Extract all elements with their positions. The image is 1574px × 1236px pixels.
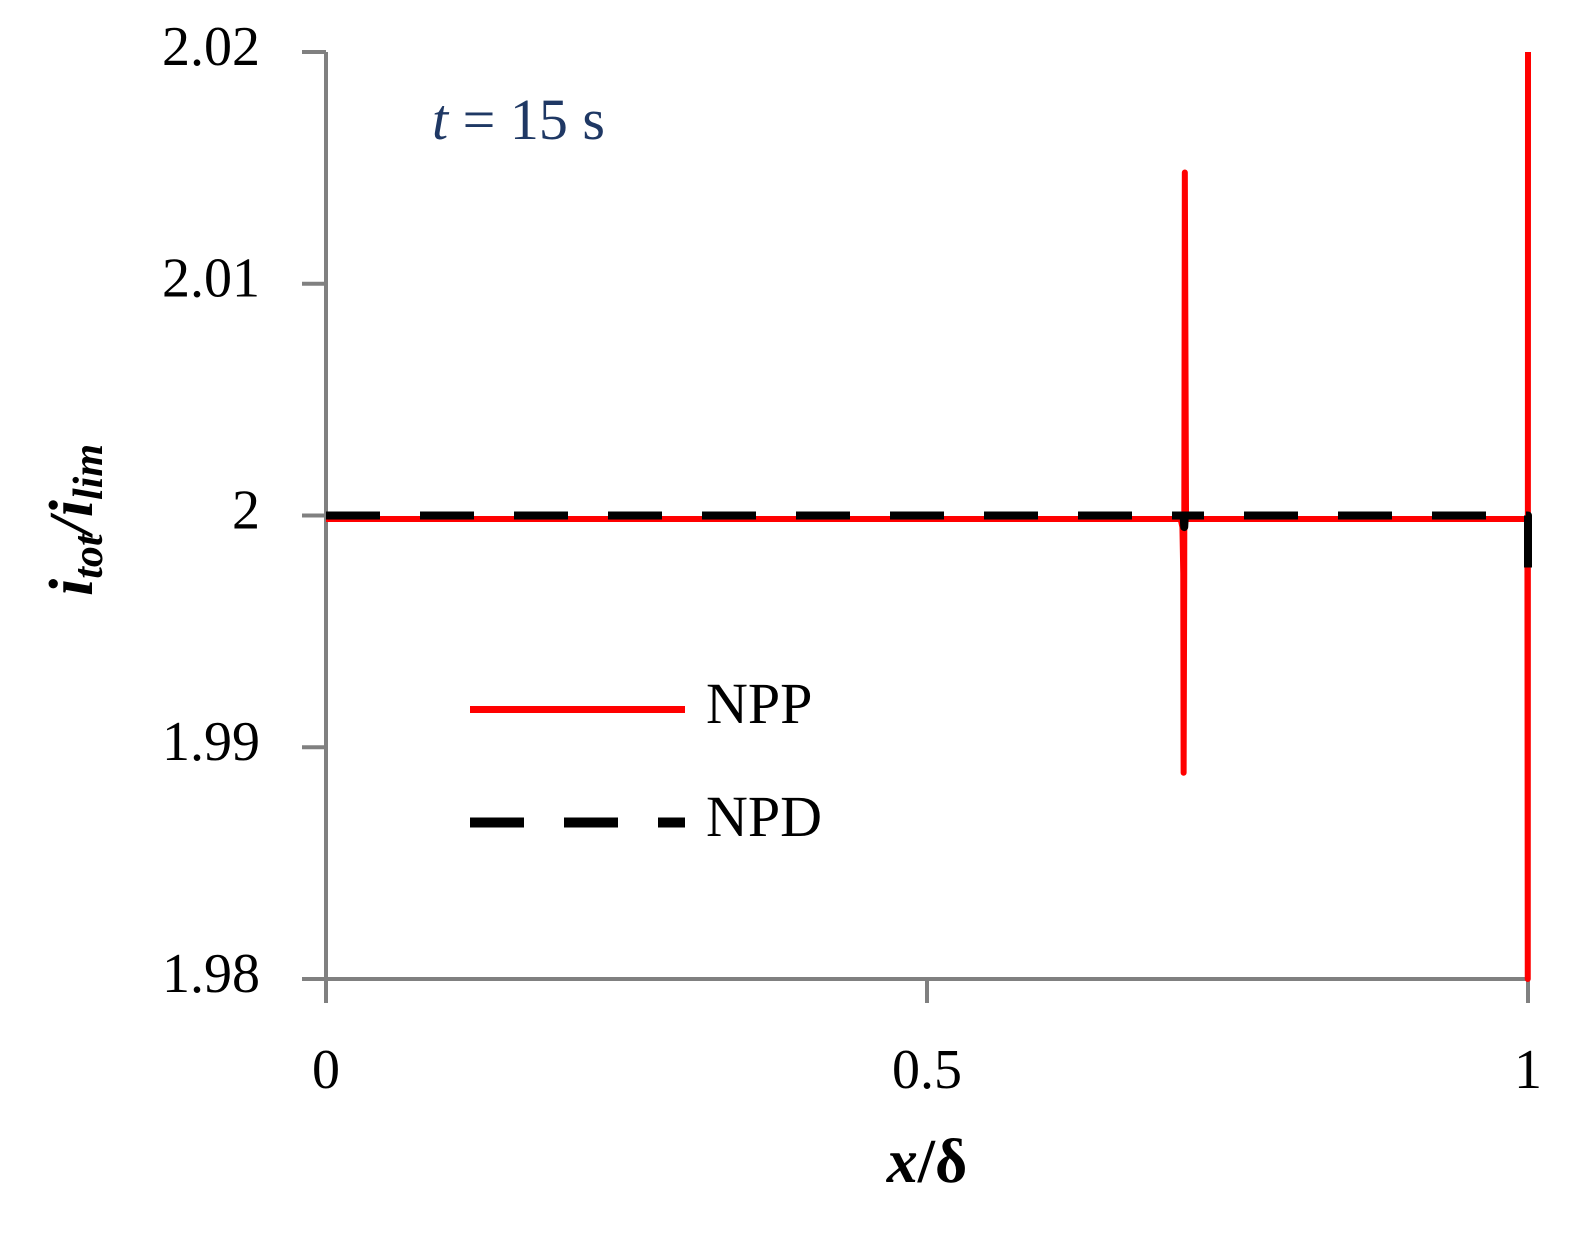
x-axis-label: x/δ (886, 1128, 967, 1196)
x-tick-label: 1 (1514, 1039, 1542, 1101)
legend-label: NPP (706, 671, 812, 736)
y-tick-label: 2.02 (162, 16, 260, 78)
annotation: t = 15 s (432, 87, 605, 152)
legend-label: NPD (706, 784, 822, 849)
y-tick-label: 2.01 (162, 248, 260, 310)
annotation-var: t (432, 87, 450, 152)
y-tick-label: 1.98 (162, 943, 260, 1005)
y-label-part: i (38, 579, 106, 596)
y-label-part: i (38, 500, 106, 517)
x-label-var: x (886, 1128, 918, 1196)
x-tick-label: 0.5 (892, 1039, 962, 1101)
y-label-sub: tot (66, 533, 112, 579)
y-label-sub: lim (66, 444, 112, 500)
line-series (326, 511, 1532, 574)
y-tick-label: 1.99 (162, 711, 260, 773)
x-label-text: /δ (917, 1128, 967, 1196)
annotation-text: = 15 s (448, 87, 605, 152)
y-axis-label: itot/ilim (38, 444, 111, 596)
x-tick-label: 0 (312, 1039, 340, 1101)
y-tick-label: 2 (232, 479, 260, 541)
